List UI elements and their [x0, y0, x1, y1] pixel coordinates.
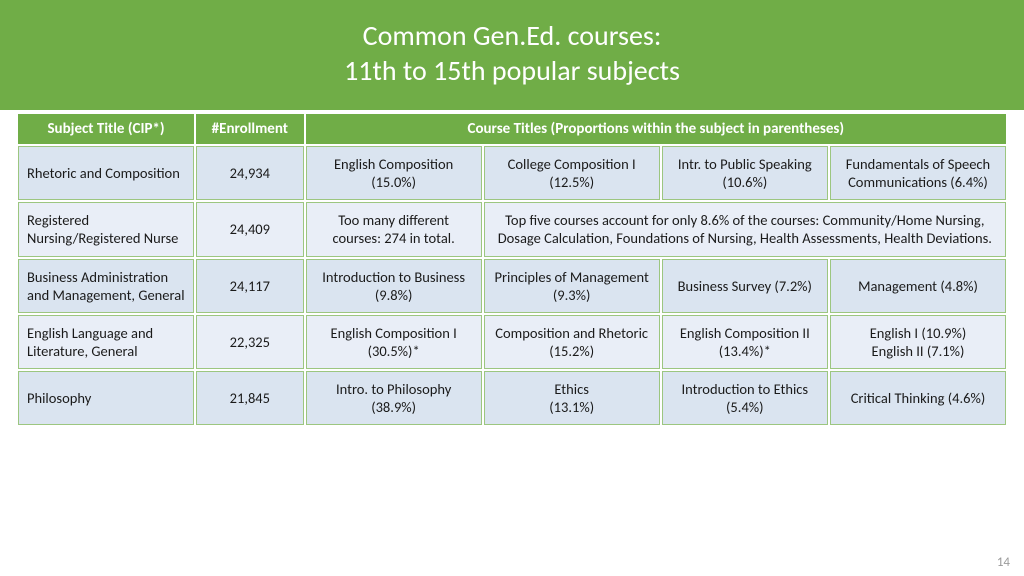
cell-course: Fundamentals of Speech Communications (6… [830, 146, 1006, 200]
cell-enrollment: 21,845 [196, 371, 304, 425]
cell-course: Principles of Management (9.3%) [484, 259, 660, 313]
cell-course: Introduction to Ethics (5.4%) [662, 371, 828, 425]
cell-course: Critical Thinking (4.6%) [830, 371, 1006, 425]
slide-number: 14 [997, 555, 1010, 570]
cell-course: English Composition I (30.5%)* [306, 315, 482, 369]
table-row: Business Administration and Management, … [18, 259, 1006, 313]
cell-enrollment: 24,934 [196, 146, 304, 200]
title-line-2: 11th to 15th popular subjects [0, 53, 1024, 88]
cell-course: Management (4.8%) [830, 259, 1006, 313]
courses-table: Subject Title (CIP*) #Enrollment Course … [16, 112, 1008, 427]
table-container: Subject Title (CIP*) #Enrollment Course … [0, 110, 1024, 427]
header-subject: Subject Title (CIP*) [18, 114, 194, 144]
cell-enrollment: 22,325 [196, 315, 304, 369]
table-row: Philosophy 21,845 Intro. to Philosophy (… [18, 371, 1006, 425]
cell-course: Business Survey (7.2%) [662, 259, 828, 313]
cell-subject: English Language and Literature, General [18, 315, 194, 369]
cell-course: Too many different courses: 274 in total… [306, 202, 482, 256]
cell-course: Introduction to Business (9.8%) [306, 259, 482, 313]
cell-course: English Composition (15.0%) [306, 146, 482, 200]
cell-subject: Rhetoric and Composition [18, 146, 194, 200]
header-row: Subject Title (CIP*) #Enrollment Course … [18, 114, 1006, 144]
table-row: English Language and Literature, General… [18, 315, 1006, 369]
cell-subject: Registered Nursing/Registered Nurse [18, 202, 194, 256]
title-line-1: Common Gen.Ed. courses: [0, 18, 1024, 53]
table-row: Registered Nursing/Registered Nurse 24,4… [18, 202, 1006, 256]
title-bar: Common Gen.Ed. courses: 11th to 15th pop… [0, 0, 1024, 110]
cell-enrollment: 24,117 [196, 259, 304, 313]
cell-enrollment: 24,409 [196, 202, 304, 256]
cell-course: Composition and Rhetoric (15.2%) [484, 315, 660, 369]
cell-course: English I (10.9%)English II (7.1%) [830, 315, 1006, 369]
cell-subject: Philosophy [18, 371, 194, 425]
cell-course: English Composition II (13.4%)* [662, 315, 828, 369]
table-row: Rhetoric and Composition 24,934 English … [18, 146, 1006, 200]
cell-course: College Composition I(12.5%) [484, 146, 660, 200]
header-courses: Course Titles (Proportions within the su… [306, 114, 1006, 144]
cell-course: Ethics(13.1%) [484, 371, 660, 425]
cell-course-merged: Top five courses account for only 8.6% o… [484, 202, 1006, 256]
header-enrollment: #Enrollment [196, 114, 304, 144]
cell-course: Intro. to Philosophy (38.9%) [306, 371, 482, 425]
cell-course: Intr. to Public Speaking (10.6%) [662, 146, 828, 200]
cell-subject: Business Administration and Management, … [18, 259, 194, 313]
